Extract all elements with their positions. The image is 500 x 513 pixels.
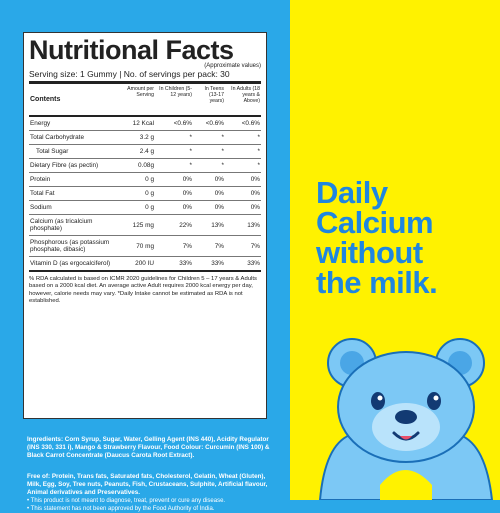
row-name: Dietary Fibre (as pectin) <box>29 159 123 173</box>
col-contents: Contents <box>29 84 123 116</box>
disclaimer-2: • This statement has not been approved b… <box>27 506 271 513</box>
row-amount: 200 IU <box>123 257 155 272</box>
row-amount: 125 mg <box>123 215 155 236</box>
row-teens: * <box>193 131 225 145</box>
row-children: 0% <box>155 187 193 201</box>
row-adults: 0% <box>225 173 261 187</box>
row-name: Total Fat <box>29 187 123 201</box>
free-of-list: Protein, Trans fats, Saturated fats, Cho… <box>27 473 267 496</box>
headline-line-4: the milk. <box>316 268 437 298</box>
row-adults: * <box>225 145 261 159</box>
row-name: Phosphorous (as potassium phosphate, dib… <box>29 236 123 257</box>
row-amount: 70 mg <box>123 236 155 257</box>
row-adults: 0% <box>225 201 261 215</box>
row-teens: <0.6% <box>193 116 225 131</box>
row-teens: 0% <box>193 201 225 215</box>
ingredients-text: Ingredients: Corn Syrup, Sugar, Water, G… <box>27 436 271 460</box>
row-adults: * <box>225 131 261 145</box>
row-adults: 7% <box>225 236 261 257</box>
row-children: 7% <box>155 236 193 257</box>
row-children: 0% <box>155 173 193 187</box>
row-adults: 33% <box>225 257 261 272</box>
row-children: <0.6% <box>155 116 193 131</box>
row-adults: 0% <box>225 187 261 201</box>
headline-line-3: without <box>316 238 437 268</box>
row-children: 33% <box>155 257 193 272</box>
col-children: In Children (5-12 years) <box>155 84 193 116</box>
table-row: Phosphorous (as potassium phosphate, dib… <box>29 236 261 257</box>
free-of-text: Free of: Protein, Trans fats, Saturated … <box>27 473 271 497</box>
row-adults: <0.6% <box>225 116 261 131</box>
headline: Daily Calcium without the milk. <box>316 178 437 298</box>
bear-mascot-illustration <box>310 335 500 500</box>
ingredients-list: Corn Syrup, Sugar, Water, Gelling Agent … <box>27 436 269 459</box>
row-name: Protein <box>29 173 123 187</box>
col-adults: In Adults (18 years & Above) <box>225 84 261 116</box>
row-name: Sodium <box>29 201 123 215</box>
table-header-row: Contents Amount per Serving In Children … <box>29 84 261 116</box>
row-amount: 12 Kcal <box>123 116 155 131</box>
headline-line-1: Daily <box>316 178 437 208</box>
col-teens: In Teens (13-17 years) <box>193 84 225 116</box>
free-of-label: Free of: <box>27 473 50 480</box>
row-children: * <box>155 131 193 145</box>
row-name: Total Carbohydrate <box>29 131 123 145</box>
ingredients-label: Ingredients: <box>27 436 63 443</box>
row-children: * <box>155 145 193 159</box>
row-teens: 13% <box>193 215 225 236</box>
row-amount: 2.4 g <box>123 145 155 159</box>
row-adults: 13% <box>225 215 261 236</box>
disclaimers: • This product is not meant to diagnose,… <box>27 498 271 513</box>
panel-title: Nutritional Facts <box>29 36 261 64</box>
nutrition-panel: Nutritional Facts (Approximate values) S… <box>23 32 267 419</box>
row-name: Calcium (as tricalcium phosphate) <box>29 215 123 236</box>
row-teens: 7% <box>193 236 225 257</box>
row-name: Total Sugar <box>29 145 123 159</box>
row-amount: 0.08g <box>123 159 155 173</box>
serving-info: Serving size: 1 Gummy | No. of servings … <box>29 69 261 84</box>
row-amount: 0 g <box>123 201 155 215</box>
row-adults: * <box>225 159 261 173</box>
row-children: 0% <box>155 201 193 215</box>
headline-line-2: Calcium <box>316 208 437 238</box>
row-amount: 0 g <box>123 187 155 201</box>
row-children: 22% <box>155 215 193 236</box>
col-per-serving: Amount per Serving <box>123 84 155 116</box>
row-teens: * <box>193 145 225 159</box>
disclaimer-1: • This product is not meant to diagnose,… <box>27 498 271 506</box>
table-row: Dietary Fibre (as pectin)0.08g*** <box>29 159 261 173</box>
nutrition-table: Contents Amount per Serving In Children … <box>29 84 261 272</box>
row-name: Vitamin D (as ergocalciferol) <box>29 257 123 272</box>
row-name: Energy <box>29 116 123 131</box>
row-teens: 0% <box>193 173 225 187</box>
row-teens: 33% <box>193 257 225 272</box>
row-amount: 0 g <box>123 173 155 187</box>
row-children: * <box>155 159 193 173</box>
row-amount: 3.2 g <box>123 131 155 145</box>
rda-note: % RDA calculated is based on ICMR 2020 g… <box>29 276 261 305</box>
row-teens: * <box>193 159 225 173</box>
row-teens: 0% <box>193 187 225 201</box>
